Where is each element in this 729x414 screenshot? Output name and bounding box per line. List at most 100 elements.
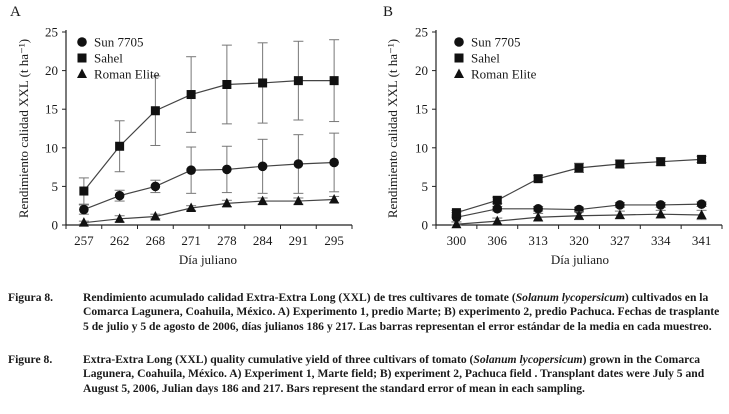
data-point-triangle xyxy=(293,195,304,206)
panel-label: A xyxy=(10,4,21,20)
y-tick-label: 20 xyxy=(45,63,58,78)
legend-label: Roman Elite xyxy=(94,67,160,82)
data-point-square xyxy=(222,79,232,89)
data-point-square xyxy=(697,154,707,164)
chart-panel-b: B 0 5 10 15 20 25 300 306 313 320 327 334 341 Día juli… xyxy=(383,4,723,267)
x-tick-label: 341 xyxy=(692,233,712,248)
series-sahel xyxy=(451,154,707,218)
series-sun-7705 xyxy=(78,132,340,215)
legend-marker-square xyxy=(454,53,464,63)
data-point-triangle xyxy=(696,209,707,219)
series-sahel xyxy=(78,39,340,205)
x-tick-label: 278 xyxy=(217,233,237,248)
data-point-square xyxy=(293,76,303,86)
data-point-circle xyxy=(533,203,543,214)
data-point-circle xyxy=(492,203,503,214)
figure-caption-english: Figure 8. Extra-Extra Long (XXL) quality… xyxy=(8,353,724,396)
x-tick-label: 327 xyxy=(610,233,630,248)
y-tick-label: 0 xyxy=(52,218,59,233)
x-tick-label: 257 xyxy=(74,233,94,248)
x-tick-label: 291 xyxy=(289,233,309,248)
data-point-circle xyxy=(655,200,666,210)
data-point-triangle xyxy=(655,208,666,219)
figure: A 0 5 10 15 20 25 257 262 268 271 278 284 291 295 Día j… xyxy=(10,4,723,267)
data-point-triangle xyxy=(329,194,340,204)
data-point-square xyxy=(615,159,625,169)
data-point-circle xyxy=(329,157,339,168)
data-point-square xyxy=(150,106,160,116)
x-tick-label: 268 xyxy=(146,233,166,248)
chart-panel-a: A 0 5 10 15 20 25 257 262 268 271 278 284 291 295 Día j… xyxy=(10,4,353,267)
series-line xyxy=(83,161,335,211)
y-tick-label: 15 xyxy=(415,102,428,117)
x-axis-title: Día juliano xyxy=(179,252,237,267)
x-tick-label: 271 xyxy=(181,233,201,248)
series-line xyxy=(83,80,335,192)
data-point-square xyxy=(329,76,339,86)
y-tick-label: 25 xyxy=(45,25,58,40)
data-point-triangle xyxy=(78,217,89,227)
data-point-circle xyxy=(114,190,125,201)
caption-text-spanish: Rendimiento acumulado calidad Extra-Extr… xyxy=(83,291,720,333)
data-point-circle xyxy=(257,161,268,172)
data-point-triangle xyxy=(614,209,625,219)
legend-marker-triangle xyxy=(454,68,464,78)
y-axis-title: Rendimiento calidad XXL (t ha⁻¹) xyxy=(16,39,31,218)
data-point-square xyxy=(258,78,268,88)
data-point-circle xyxy=(696,199,707,209)
data-point-triangle xyxy=(574,210,584,220)
x-tick-label: 320 xyxy=(569,233,589,248)
x-tick-label: 284 xyxy=(253,233,273,248)
data-point-triangle xyxy=(114,213,125,223)
legend-label: Sun 7705 xyxy=(471,35,520,50)
data-point-square xyxy=(451,208,461,218)
y-tick-label: 15 xyxy=(45,102,58,117)
series-roman-elite xyxy=(78,194,340,227)
y-tick-label: 0 xyxy=(422,218,429,233)
data-point-square xyxy=(79,186,89,196)
data-point-circle xyxy=(150,181,161,192)
x-axis-title: Día juliano xyxy=(551,252,609,267)
panel-label: B xyxy=(383,4,393,20)
data-point-square xyxy=(186,90,196,100)
data-point-square xyxy=(492,195,502,205)
data-point-square xyxy=(574,163,584,173)
x-tick-label: 313 xyxy=(528,233,548,248)
caption-label-english: Figure 8. xyxy=(8,353,53,366)
legend-label: Sahel xyxy=(471,51,500,66)
series-roman-elite xyxy=(451,208,707,229)
y-tick-label: 20 xyxy=(415,63,428,78)
series-line xyxy=(83,198,335,224)
data-point-triangle xyxy=(492,215,503,226)
legend-label: Sahel xyxy=(94,51,123,66)
y-tick-label: 5 xyxy=(52,179,59,194)
y-tick-label: 25 xyxy=(415,25,428,40)
legend-label: Roman Elite xyxy=(471,67,537,82)
caption-text-english: Extra-Extra Long (XXL) quality cumulativ… xyxy=(83,353,705,395)
data-point-triangle xyxy=(150,211,161,221)
data-point-circle xyxy=(222,164,232,175)
data-point-triangle xyxy=(257,195,268,206)
legend-marker-square xyxy=(77,53,87,63)
x-tick-label: 306 xyxy=(488,233,508,248)
data-point-circle xyxy=(615,200,625,210)
data-point-square xyxy=(115,141,125,151)
species-name-spanish: Solanum lycopersicum xyxy=(515,291,625,304)
legend-marker-triangle xyxy=(77,68,87,78)
y-tick-label: 10 xyxy=(415,140,428,155)
data-point-square xyxy=(656,157,666,167)
x-tick-label: 295 xyxy=(324,233,344,248)
legend-marker-circle xyxy=(454,37,464,47)
y-tick-label: 5 xyxy=(422,179,429,194)
data-point-triangle xyxy=(451,218,462,229)
data-point-circle xyxy=(79,204,89,215)
data-point-circle xyxy=(293,159,304,169)
x-tick-label: 334 xyxy=(651,233,671,248)
data-point-square xyxy=(533,174,543,184)
y-tick-label: 10 xyxy=(45,140,58,155)
data-point-triangle xyxy=(186,202,197,213)
caption-label-spanish: Figura 8. xyxy=(8,291,54,304)
y-axis-title: Rendimiento calidad XXL (t ha⁻¹) xyxy=(385,39,400,218)
